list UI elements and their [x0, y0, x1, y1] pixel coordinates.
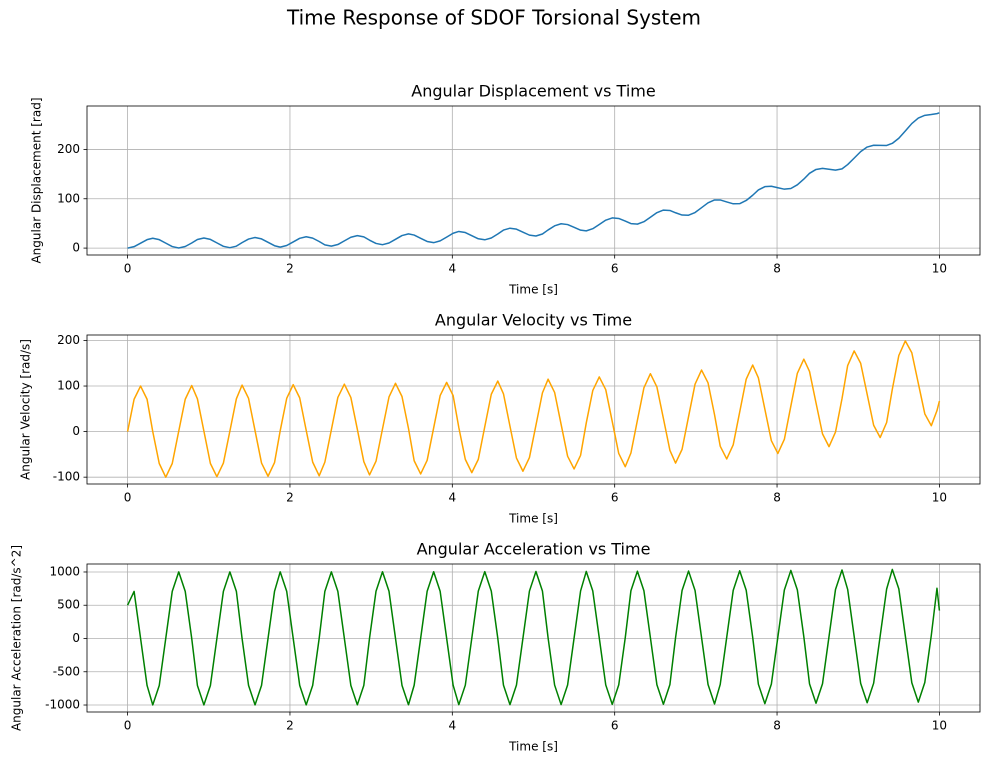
plot-area: [126, 568, 941, 706]
x-tick-label: 4: [448, 491, 456, 505]
data-line: [127, 112, 940, 249]
x-tick-label: 8: [773, 262, 781, 276]
y-tick-label: 200: [57, 142, 80, 156]
axes-frame: [86, 563, 981, 713]
subplot-title: Angular Velocity vs Time: [435, 311, 632, 330]
x-tick-label: 6: [611, 262, 619, 276]
x-tick-label: 6: [611, 719, 619, 733]
x-tick-label: 2: [286, 262, 294, 276]
y-tick-label: -100: [53, 470, 80, 484]
y-axis-label: Angular Acceleration [rad/s^2]: [10, 545, 24, 731]
x-tick-label: 4: [448, 262, 456, 276]
x-tick-label: 0: [124, 491, 132, 505]
y-axis-label: Angular Velocity [rad/s]: [19, 339, 33, 480]
x-tick-label: 10: [932, 262, 947, 276]
data-line: [126, 568, 941, 706]
subplot: 0 2 4 6 8 10 -100 0 100 200 Angular Velocity vs Ti…: [19, 311, 981, 526]
plot-area: [127, 112, 940, 249]
x-tick-label: 2: [286, 491, 294, 505]
y-tick-label: 200: [57, 333, 80, 347]
y-tick-label: 0: [72, 241, 80, 255]
y-tick-label: 100: [57, 191, 80, 205]
x-tick-label: 6: [611, 491, 619, 505]
y-tick-label: 500: [57, 598, 80, 612]
figure-title: Time Response of SDOF Torsional System: [286, 6, 701, 30]
data-line: [126, 340, 941, 478]
y-tick-label: -500: [53, 664, 80, 678]
axes-frame: [86, 105, 981, 256]
plot-area: [126, 340, 941, 478]
subplot-title: Angular Acceleration vs Time: [417, 540, 651, 559]
x-tick-label: 10: [932, 719, 947, 733]
subplot-title: Angular Displacement vs Time: [411, 82, 655, 101]
x-tick-label: 0: [124, 719, 132, 733]
y-tick-label: 100: [57, 379, 80, 393]
y-tick-label: 0: [72, 631, 80, 645]
y-axis-label: Angular Displacement [rad]: [30, 97, 44, 263]
x-axis-label: Time [s]: [508, 512, 558, 526]
subplot: 0 2 4 6 8 10 -1000 -500 0 500 1000 Angular Accelera…: [10, 540, 981, 754]
axes-frame: [86, 334, 981, 485]
y-tick-label: 1000: [49, 564, 80, 578]
y-tick-label: 0: [72, 424, 80, 438]
x-tick-label: 4: [448, 719, 456, 733]
x-tick-label: 10: [932, 491, 947, 505]
x-axis-label: Time [s]: [508, 283, 558, 297]
x-tick-label: 8: [773, 491, 781, 505]
x-tick-label: 2: [286, 719, 294, 733]
y-tick-label: -1000: [45, 698, 80, 712]
x-tick-label: 0: [124, 262, 132, 276]
x-axis-label: Time [s]: [508, 740, 558, 754]
x-tick-label: 8: [773, 719, 781, 733]
